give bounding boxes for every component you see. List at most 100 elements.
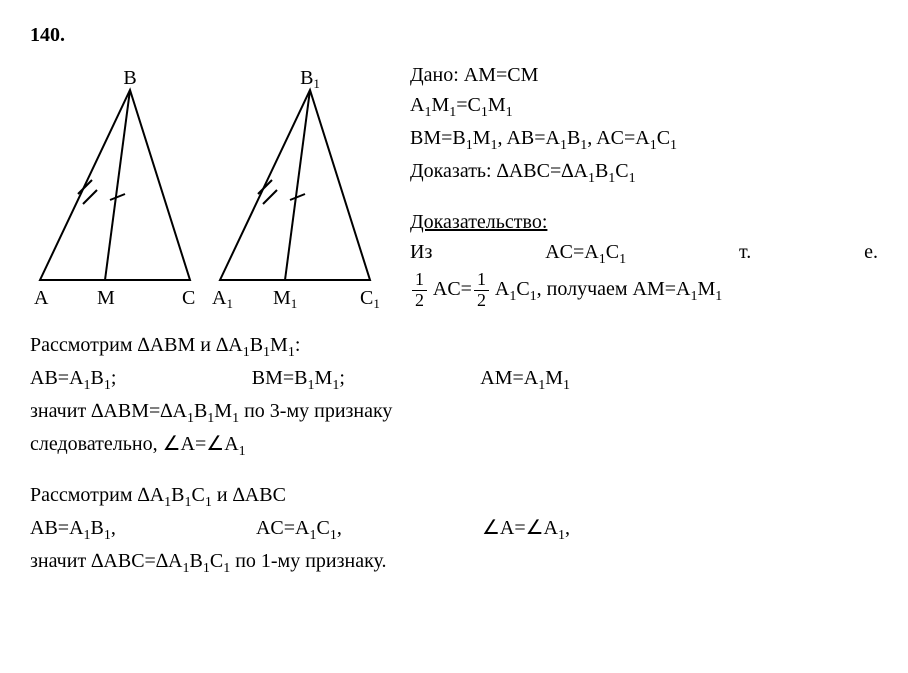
consider1: Рассмотрим ∆ABM и ∆A (30, 334, 243, 356)
eq-m1b-t: M (545, 367, 563, 389)
equalities-line-1: AB=A1B1; BM=B1M1; AM=A1M1 (30, 363, 570, 396)
t-c1b: C (657, 127, 670, 149)
so2-c: C (210, 550, 223, 572)
sub-14: 1 (599, 252, 606, 267)
svg-text:C: C (182, 287, 195, 309)
prove-b: B (595, 160, 608, 182)
eq-b1-t: B (91, 367, 104, 389)
hence-line: следовательно, ∠A=∠A1 (30, 429, 878, 462)
eq-am: AM=A1M1 (480, 363, 570, 396)
sub-7: 1 (560, 138, 567, 153)
sub-17: 1 (530, 289, 537, 304)
top-section: B A M C B1 A1 M1 C1 Дано: AM=CM A1 (30, 60, 878, 320)
sub-5: 1 (466, 138, 473, 153)
eq-m1-t: M (315, 367, 333, 389)
sub-11: 1 (588, 171, 595, 186)
cons1-m: M (270, 334, 288, 356)
sub-13: 1 (629, 171, 636, 186)
so1-tail: по 3-му признаку (239, 400, 392, 422)
given-block: Дано: AM=CM A1M1=C1M1 BM=B1M1, AB=A1B1, … (410, 60, 878, 311)
sub-28: 1 (563, 378, 570, 393)
half-c1: C (516, 278, 529, 300)
svg-text:M1: M1 (273, 287, 297, 311)
given-label: Дано: (410, 64, 464, 86)
half-m1: M (698, 278, 716, 300)
frac-num-2: 1 (474, 270, 489, 291)
sub-3: 1 (481, 105, 488, 120)
sub-42: 1 (203, 561, 210, 576)
sub-24: 1 (104, 378, 111, 393)
sub-36: 1 (84, 528, 91, 543)
frac-den-2: 2 (474, 291, 489, 311)
t-ab: , AB=A (498, 127, 560, 149)
eq2-c-t: C (317, 517, 330, 539)
sub-40: 1 (558, 528, 565, 543)
eq2-ang-t: ∠A=∠A (482, 517, 558, 539)
frac-den-1: 2 (412, 291, 427, 311)
proof-line-half: 1 2 AC= 1 2 A1C1, получаем AM=A1M1 (410, 270, 878, 311)
eq2-ab: AB=A1B1, (30, 513, 116, 546)
t-c1: C (468, 94, 481, 116)
fraction-half-1: 1 2 (412, 270, 427, 311)
svg-text:A1: A1 (212, 287, 233, 311)
sub-15: 1 (619, 252, 626, 267)
eq-bm-t: BM=B (252, 367, 308, 389)
sub-22: 1 (288, 345, 295, 360)
svg-text:B1: B1 (300, 67, 320, 91)
so2-tail: по 1-му признаку. (230, 550, 386, 572)
sub-25: 1 (308, 378, 315, 393)
t-ac: , AC=A (587, 127, 649, 149)
so1-m: M (214, 400, 232, 422)
consider2: Рассмотрим ∆A (30, 484, 164, 506)
proof-body: Рассмотрим ∆ABM и ∆A1B1M1: AB=A1B1; BM=B… (30, 330, 878, 579)
triangles-svg: B A M C B1 A1 M1 C1 (30, 60, 390, 320)
sub-34: 1 (185, 495, 192, 510)
t-a1: A (410, 94, 424, 116)
half-get: , получаем AM=A (537, 278, 691, 300)
t-m1: M (431, 94, 449, 116)
eq2-ang: ∠A=∠A1, (482, 513, 570, 546)
cons2-c: C (192, 484, 205, 506)
consider-line-1: Рассмотрим ∆ABM и ∆A1B1M1: (30, 330, 878, 363)
eq-semi-2: ; (339, 367, 345, 389)
eq2-b-t: B (91, 517, 104, 539)
c1-a: C (606, 241, 619, 263)
t-b1: B (567, 127, 580, 149)
eq2-comma-2: , (337, 517, 342, 539)
sub-6: 1 (491, 138, 498, 153)
hence: следовательно, ∠A=∠A (30, 433, 239, 455)
given-line-3: BM=B1M1, AB=A1B1, AC=A1C1 (410, 123, 878, 156)
sub-19: 1 (715, 289, 722, 304)
fraction-half-2: 1 2 (474, 270, 489, 311)
proof-line-from: Из AC=A1C1 т. е. (410, 237, 878, 270)
prove-label: Доказать: (410, 160, 497, 182)
sub-29: 1 (187, 411, 194, 426)
sub-37: 1 (104, 528, 111, 543)
so-line-2: значит ∆ABC=∆A1B1C1 по 1-му признаку. (30, 546, 878, 579)
svg-text:C1: C1 (360, 287, 380, 311)
sub-39: 1 (330, 528, 337, 543)
eq-bm: BM=B1M1; (252, 363, 345, 396)
consider-line-2: Рассмотрим ∆A1B1C1 и ∆ABC (30, 480, 878, 513)
frac-num-1: 1 (412, 270, 427, 291)
given-line-2: A1M1=C1M1 (410, 90, 878, 123)
sub-9: 1 (650, 138, 657, 153)
sub-41: 1 (183, 561, 190, 576)
sub-38: 1 (310, 528, 317, 543)
figures-block: B A M C B1 A1 M1 C1 (30, 60, 410, 320)
proof-ac-eq: AC=A1C1 (545, 237, 626, 270)
so2: значит ∆ABC=∆A (30, 550, 183, 572)
sub-35: 1 (205, 495, 212, 510)
eq-ab: AB=A1B1; (30, 363, 116, 396)
t-bm: BM=B (410, 127, 466, 149)
eq-am-t: AM=A (480, 367, 538, 389)
svg-text:A: A (34, 287, 49, 309)
t-m1c: M (473, 127, 491, 149)
so1-b: B (194, 400, 207, 422)
eq2-comma-3: , (565, 517, 570, 539)
eq2-ac: AC=A1C1, (256, 513, 342, 546)
sub-21: 1 (263, 345, 270, 360)
equalities-line-2: AB=A1B1, AC=A1C1, ∠A=∠A1, (30, 513, 570, 546)
t-eq: = (456, 94, 467, 116)
sub-10: 1 (670, 138, 677, 153)
